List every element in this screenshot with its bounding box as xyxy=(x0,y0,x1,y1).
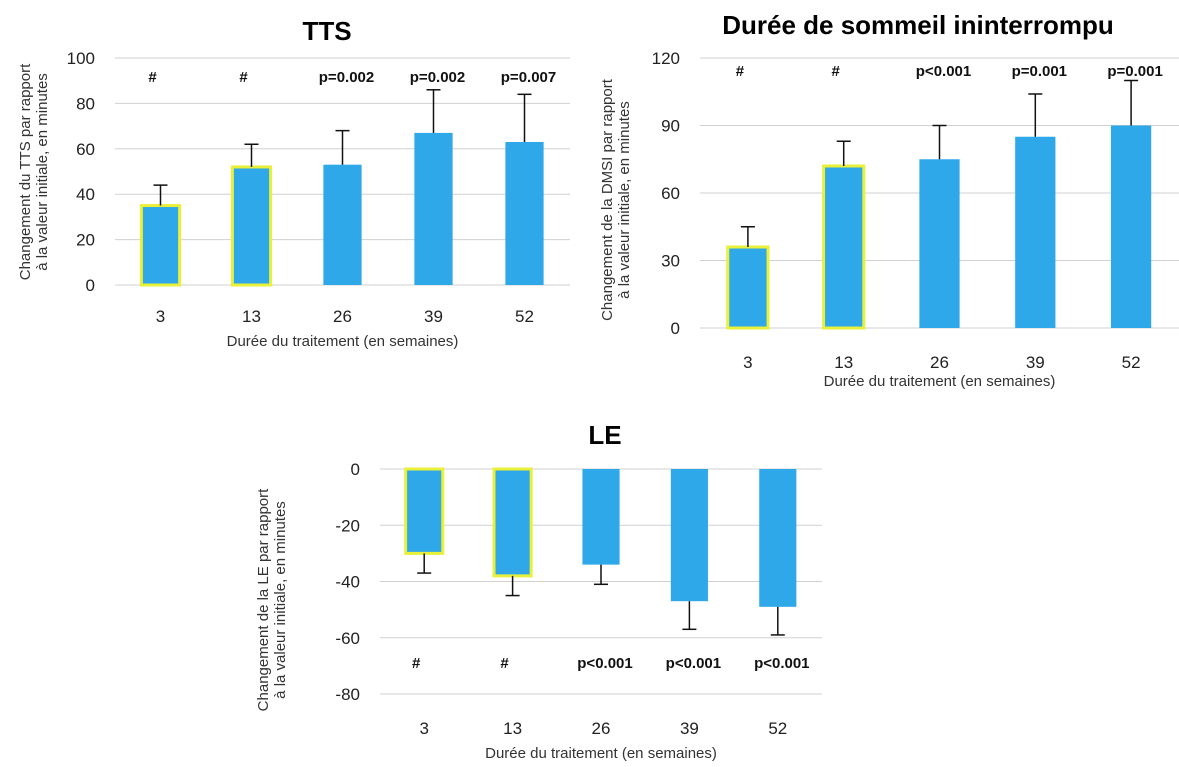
x-tick-label: 3 xyxy=(743,353,752,372)
y-axis-title: à la valeur initiale, en minutes xyxy=(616,101,633,299)
significance-label: p<0.001 xyxy=(577,655,632,672)
y-tick-label: -60 xyxy=(335,629,360,648)
x-tick-label: 52 xyxy=(1122,353,1141,372)
x-tick-label: 39 xyxy=(424,307,443,326)
x-axis-title: Durée du traitement (en semaines) xyxy=(227,333,459,350)
bar xyxy=(414,132,453,285)
bar xyxy=(492,467,533,578)
y-tick-label: 60 xyxy=(76,140,95,159)
x-tick-label: 13 xyxy=(834,353,853,372)
bar xyxy=(822,164,866,330)
chart-3: LE 0 -20 -40 -60 -80 3 #13 #26 p<0.001 39 p<0.001 52… xyxy=(255,420,822,762)
bar xyxy=(919,159,960,328)
significance-label: p=0.007 xyxy=(501,69,556,86)
y-tick-label: 20 xyxy=(76,231,95,250)
y-tick-label: 0 xyxy=(351,460,360,479)
y-tick-label: 60 xyxy=(661,184,680,203)
significance-label: p<0.001 xyxy=(666,655,721,672)
significance-label: p=0.002 xyxy=(410,69,465,86)
significance-label: # xyxy=(832,63,841,80)
significance-label: # xyxy=(412,655,421,672)
significance-label: p=0.001 xyxy=(1012,63,1067,80)
bar xyxy=(505,141,544,285)
y-tick-label: -20 xyxy=(335,516,360,535)
y-tick-label: 80 xyxy=(76,94,95,113)
bar xyxy=(726,245,770,330)
x-tick-label: 13 xyxy=(503,719,522,738)
significance-label: # xyxy=(500,655,509,672)
x-tick-label: 3 xyxy=(419,719,428,738)
y-tick-label: 100 xyxy=(67,49,95,68)
y-tick-label: 0 xyxy=(671,319,680,338)
chart-title: Durée de sommeil ininterrompu xyxy=(722,10,1114,40)
y-axis-title: Changement de la LE par rapport xyxy=(255,488,272,711)
y-axis-title: Changement de la DMSI par rapport xyxy=(599,78,616,321)
y-tick-label: 30 xyxy=(661,252,680,271)
y-axis-title: à la valeur initiale, en minutes xyxy=(34,73,51,271)
bar xyxy=(230,165,273,287)
significance-label: p<0.001 xyxy=(916,63,971,80)
x-axis-title: Durée du traitement (en semaines) xyxy=(485,745,717,762)
x-tick-label: 3 xyxy=(156,307,165,326)
x-tick-label: 26 xyxy=(592,719,611,738)
bar xyxy=(1110,125,1152,328)
y-tick-label: 40 xyxy=(76,185,95,204)
bar xyxy=(404,467,445,555)
significance-label: # xyxy=(239,69,248,86)
significance-label: p=0.002 xyxy=(319,69,374,86)
bar xyxy=(582,469,620,565)
bar xyxy=(759,469,797,607)
y-tick-label: 0 xyxy=(86,276,95,295)
x-tick-label: 13 xyxy=(242,307,261,326)
x-tick-label: 26 xyxy=(333,307,352,326)
chart-1: TTS 0 20 40 60 80 100 3 #13 #26 p=0.002 39 p=0.002 52… xyxy=(17,16,570,350)
chart-title: TTS xyxy=(302,16,351,46)
x-tick-label: 52 xyxy=(515,307,534,326)
y-tick-label: -40 xyxy=(335,573,360,592)
x-tick-label: 26 xyxy=(930,353,949,372)
significance-label: p=0.001 xyxy=(1107,63,1162,80)
bar xyxy=(323,164,362,285)
bar xyxy=(670,469,708,602)
x-tick-label: 39 xyxy=(680,719,699,738)
significance-label: # xyxy=(148,69,157,86)
bar xyxy=(139,204,182,287)
y-axis-title: Changement du TTS par rapport xyxy=(17,63,34,280)
y-tick-label: 90 xyxy=(661,117,680,136)
y-axis-title: à la valeur initiale, en minutes xyxy=(272,501,289,699)
significance-label: # xyxy=(736,63,745,80)
chart-title: LE xyxy=(588,420,621,450)
x-tick-label: 52 xyxy=(768,719,787,738)
x-tick-label: 39 xyxy=(1026,353,1045,372)
bar xyxy=(1015,136,1056,328)
y-tick-label: 120 xyxy=(652,49,680,68)
y-tick-label: -80 xyxy=(335,685,360,704)
x-axis-title: Durée du traitement (en semaines) xyxy=(824,373,1056,390)
chart-2: Durée de sommeil ininterrompu 0 30 60 90 120 3… xyxy=(599,10,1179,390)
significance-label: p<0.001 xyxy=(754,655,809,672)
